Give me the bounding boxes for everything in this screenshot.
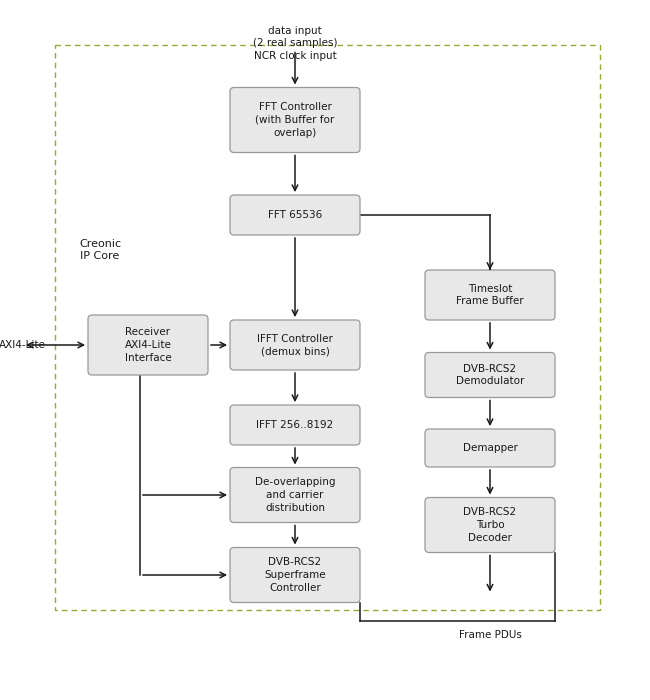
FancyBboxPatch shape xyxy=(425,498,555,552)
Bar xyxy=(55,45,600,610)
Text: data input
(2 real samples)
NCR clock input: data input (2 real samples) NCR clock in… xyxy=(253,26,337,61)
Text: Frame PDUs: Frame PDUs xyxy=(458,630,521,640)
FancyBboxPatch shape xyxy=(425,270,555,320)
Text: FFT 65536: FFT 65536 xyxy=(268,210,322,220)
Text: Receiver
AXI4-Lite
Interface: Receiver AXI4-Lite Interface xyxy=(125,327,172,363)
Text: IFFT 256..8192: IFFT 256..8192 xyxy=(256,420,333,430)
FancyBboxPatch shape xyxy=(230,405,360,445)
FancyBboxPatch shape xyxy=(230,195,360,235)
Text: IFFT Controller
(demux bins): IFFT Controller (demux bins) xyxy=(257,334,333,356)
FancyBboxPatch shape xyxy=(425,353,555,398)
Text: DVB-RCS2
Superframe
Controller: DVB-RCS2 Superframe Controller xyxy=(264,557,326,593)
Text: FFT Controller
(with Buffer for
overlap): FFT Controller (with Buffer for overlap) xyxy=(255,102,335,138)
FancyBboxPatch shape xyxy=(230,547,360,603)
FancyBboxPatch shape xyxy=(425,429,555,467)
Text: De-overlapping
and carrier
distribution: De-overlapping and carrier distribution xyxy=(255,477,335,513)
FancyBboxPatch shape xyxy=(230,320,360,370)
Text: AXI4-Lite: AXI4-Lite xyxy=(0,340,46,350)
FancyBboxPatch shape xyxy=(88,315,208,375)
Text: Demapper: Demapper xyxy=(463,443,517,453)
Text: DVB-RCS2
Turbo
Decoder: DVB-RCS2 Turbo Decoder xyxy=(463,508,517,542)
FancyBboxPatch shape xyxy=(230,88,360,153)
Text: DVB-RCS2
Demodulator: DVB-RCS2 Demodulator xyxy=(456,363,524,386)
Text: Timeslot
Frame Buffer: Timeslot Frame Buffer xyxy=(456,284,524,307)
FancyBboxPatch shape xyxy=(230,468,360,522)
Text: Creonic
IP Core: Creonic IP Core xyxy=(79,239,121,261)
